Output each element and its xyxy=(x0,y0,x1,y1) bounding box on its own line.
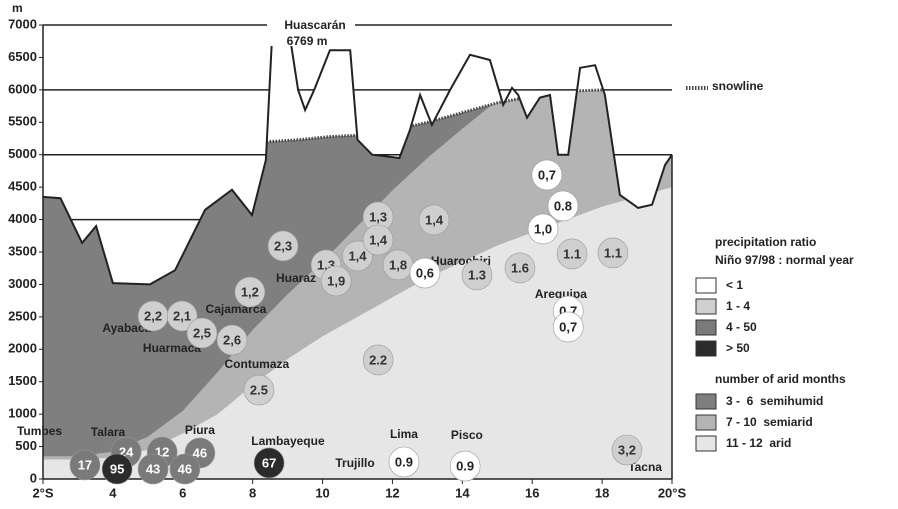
y-tick-label: 2500 xyxy=(8,308,37,323)
place-name: Pisco xyxy=(451,428,483,442)
x-tick-label: 6 xyxy=(179,485,186,500)
x-tick-label: 10 xyxy=(315,485,329,500)
place-name: Talara xyxy=(91,425,126,439)
y-tick-label: 1000 xyxy=(8,406,37,421)
station-value: 0.9 xyxy=(395,454,413,469)
x-tick-label: 4 xyxy=(109,485,117,500)
station-value: 2,5 xyxy=(193,325,211,340)
station-value: 43 xyxy=(146,461,160,476)
y-tick-label: 1500 xyxy=(8,373,37,388)
y-unit: m xyxy=(12,1,23,15)
legend-label: < 1 xyxy=(726,278,743,292)
legend-label: 1 - 4 xyxy=(726,299,750,313)
station-value: 1,9 xyxy=(327,273,345,288)
legend-label: 3 - 6 semihumid xyxy=(726,394,823,408)
x-tick-label: 18 xyxy=(595,485,609,500)
legend-title: precipitation ratio xyxy=(715,235,816,249)
station-value: 2,3 xyxy=(274,238,292,253)
y-tick-label: 4000 xyxy=(8,211,37,226)
station-value: 67 xyxy=(262,455,276,470)
y-tick-label: 5500 xyxy=(8,114,37,129)
station-value: 1.6 xyxy=(511,260,529,275)
y-tick-label: 2000 xyxy=(8,341,37,356)
station-value: 1,4 xyxy=(348,248,367,263)
place-name: Lima xyxy=(390,427,418,441)
legend-swatch xyxy=(696,436,716,451)
x-tick-label: 14 xyxy=(455,485,470,500)
legend-label: 4 - 50 xyxy=(726,320,757,334)
y-tick-label: 6500 xyxy=(8,49,37,64)
station-value: 2,2 xyxy=(144,308,162,323)
station-value: 2.2 xyxy=(369,352,387,367)
legend-swatch xyxy=(696,320,716,335)
station-value: 1,3 xyxy=(369,209,387,224)
y-tick-label: 5000 xyxy=(8,146,37,161)
y-tick-label: 500 xyxy=(15,438,37,453)
legend-swatch xyxy=(696,341,716,356)
y-tick-label: 0 xyxy=(30,470,37,485)
station-value: 2,1 xyxy=(173,308,191,323)
peak-name: Huascarán xyxy=(284,18,345,32)
station-value: 1.1 xyxy=(563,246,581,261)
station-value: 3,2 xyxy=(618,442,636,457)
station-value: 1,0 xyxy=(534,221,552,236)
station-value: 2,6 xyxy=(223,332,241,347)
station-value: 0,7 xyxy=(559,319,577,334)
x-tick-label: 16 xyxy=(525,485,539,500)
station-value: 0.9 xyxy=(456,458,474,473)
station-value: 95 xyxy=(110,461,124,476)
legend-swatch xyxy=(696,394,716,409)
station-value: 0,6 xyxy=(416,265,434,280)
station-value: 1.3 xyxy=(468,267,486,282)
y-tick-label: 7000 xyxy=(8,16,37,31)
station-value: 46 xyxy=(178,461,192,476)
peak-elevation: 6769 m xyxy=(287,34,328,48)
y-tick-label: 4500 xyxy=(8,179,37,194)
y-tick-label: 6000 xyxy=(8,81,37,96)
station-value: 17 xyxy=(78,457,92,472)
station-value: 1.1 xyxy=(604,245,622,260)
legend-swatch xyxy=(696,299,716,314)
station-value: 1,4 xyxy=(369,232,388,247)
legend-swatch xyxy=(696,415,716,430)
station-value: 1,8 xyxy=(389,257,407,272)
legend-label: > 50 xyxy=(726,341,750,355)
legend-title: number of arid months xyxy=(715,372,846,386)
x-tick-label: 12 xyxy=(385,485,399,500)
chart: m 0 500 1000 1500 2000 2500 3000 3500 4000 4500 50… xyxy=(0,0,898,509)
x-tick-label: 2°S xyxy=(32,485,53,500)
x-tick-label: 20°S xyxy=(658,485,687,500)
place-name: Tumbes xyxy=(17,424,62,438)
x-tick-label: 8 xyxy=(249,485,256,500)
place-name: Contumaza xyxy=(225,357,290,371)
place-name: Piura xyxy=(185,423,215,437)
station-value: 2.5 xyxy=(250,382,268,397)
legend-label: 7 - 10 semiarid xyxy=(726,415,813,429)
station-value: 1,4 xyxy=(425,212,444,227)
legend-label: 11 - 12 arid xyxy=(726,436,791,450)
station-value: 0,7 xyxy=(538,167,556,182)
place-name: Lambayeque xyxy=(251,434,325,448)
y-tick-label: 3000 xyxy=(8,276,37,291)
legend-snowline-label: snowline xyxy=(712,79,764,93)
station-value: 0.8 xyxy=(554,198,572,213)
y-tick-label: 3500 xyxy=(8,243,37,258)
place-name: Huaraz xyxy=(276,271,316,285)
legend-swatch xyxy=(696,278,716,293)
station-value: 1,2 xyxy=(241,284,259,299)
legend-title: Niño 97/98 : normal year xyxy=(715,253,854,267)
place-name: Trujillo xyxy=(335,456,374,470)
